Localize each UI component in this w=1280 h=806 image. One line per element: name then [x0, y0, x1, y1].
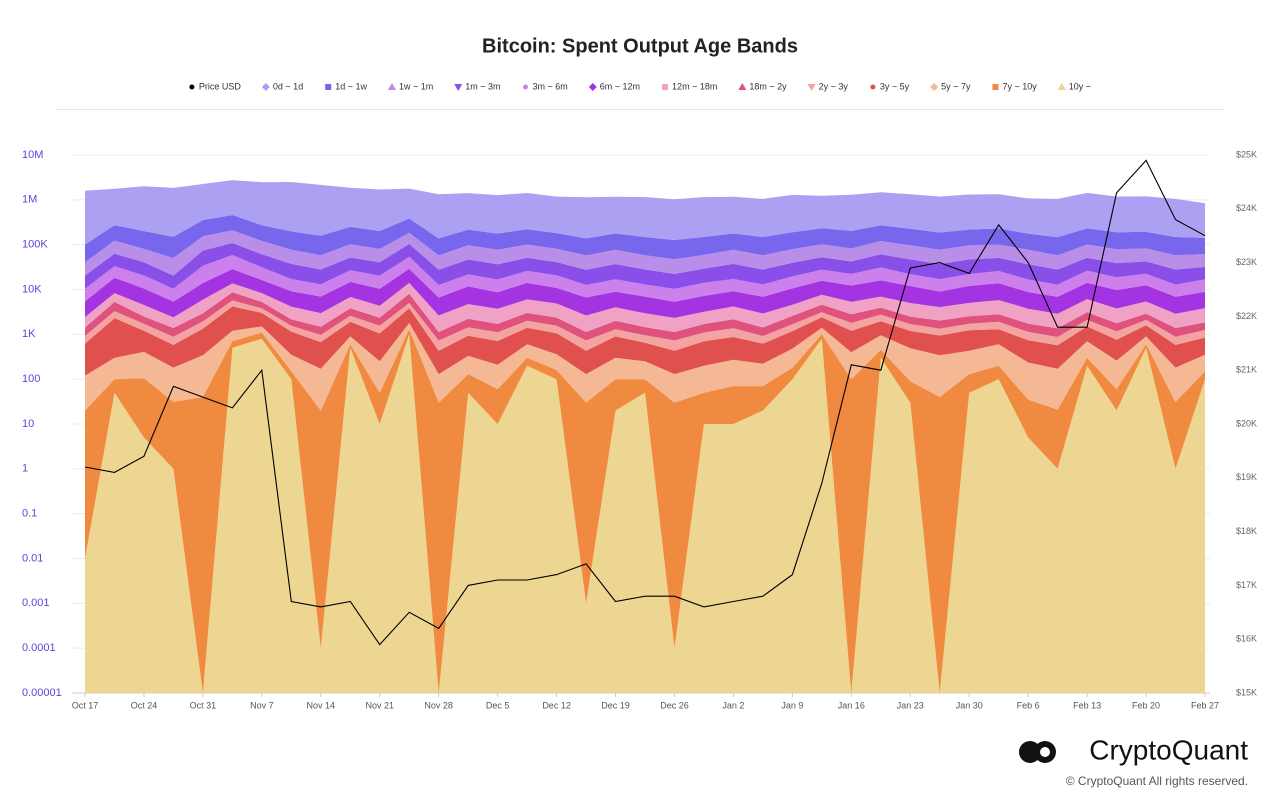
legend-label: 1m ~ 3m [465, 81, 500, 91]
y-tick-label: 0.00001 [22, 687, 62, 699]
legend-marker [189, 84, 195, 90]
legend-marker [588, 83, 597, 91]
area-band [85, 334, 1205, 693]
legend-marker [662, 84, 669, 90]
y2-tick-label: $18K [1236, 526, 1257, 536]
x-tick-label: Dec 5 [486, 700, 510, 710]
legend-marker [1057, 83, 1066, 90]
x-tick-label: Dec 12 [542, 700, 571, 710]
chart-title: Bitcoin: Spent Output Age Bands [482, 35, 798, 57]
legend-label: 3y ~ 5y [880, 81, 910, 91]
legend-label: 18m ~ 2y [749, 81, 787, 91]
x-tick-label: Nov 28 [424, 700, 453, 710]
x-tick-label: Oct 31 [190, 700, 217, 710]
x-tick-label: Feb 27 [1191, 700, 1219, 710]
legend-marker [523, 84, 529, 90]
legend-label: 6m ~ 12m [600, 81, 640, 91]
x-tick-label: Feb 13 [1073, 700, 1101, 710]
area-band [85, 282, 1205, 332]
y-tick-label: 100K [22, 239, 48, 251]
area-band [85, 306, 1205, 376]
y-tick-label: 1M [22, 194, 37, 206]
legend: Price USD 0d ~ 1d 1d ~ 1w 1w ~ 1m 1m ~ 3m 3m … [189, 81, 1091, 91]
x-tick-label: Jan 16 [838, 700, 865, 710]
areas [85, 180, 1205, 693]
legend-label: 10y ~ [1069, 81, 1091, 91]
legend-marker [930, 83, 939, 91]
y2-tick-label: $23K [1236, 257, 1257, 267]
y-tick-label: 10 [22, 418, 34, 430]
legend-marker [807, 84, 816, 91]
legend-label: 2y ~ 3y [819, 81, 849, 91]
area-band [85, 243, 1205, 289]
area-band [85, 268, 1205, 318]
y-tick-label: 100 [22, 373, 40, 385]
x-tick-label: Dec 19 [601, 700, 630, 710]
x-tick-label: Jan 2 [722, 700, 744, 710]
legend-marker [261, 83, 270, 91]
y2-tick-label: $20K [1236, 418, 1257, 428]
copyright: © CryptoQuant All rights reserved. [1066, 774, 1248, 788]
x-tick-label: Dec 26 [660, 700, 689, 710]
legend-label: 1w ~ 1m [399, 81, 433, 91]
y2-tick-label: $22K [1236, 311, 1257, 321]
area-band [85, 300, 1205, 351]
y-tick-label: 0.1 [22, 508, 37, 520]
y2-tick-label: $16K [1236, 634, 1257, 644]
legend-label: 5y ~ 7y [941, 81, 971, 91]
y2-tick-label: $25K [1236, 149, 1257, 159]
legend-marker [992, 84, 999, 90]
y-tick-label: 0.001 [22, 597, 50, 609]
x-tick-label: Nov 14 [307, 700, 336, 710]
y-tick-label: 0.0001 [22, 642, 56, 654]
legend-marker [454, 84, 463, 91]
y-tick-label: 0.01 [22, 552, 43, 564]
x-tick-label: Feb 20 [1132, 700, 1160, 710]
legend-marker [738, 83, 747, 90]
price-line [84, 159, 1206, 646]
x-tick-label: Jan 9 [781, 700, 803, 710]
y-tick-label: 1K [22, 328, 36, 340]
area-band [85, 292, 1205, 341]
area-band [85, 255, 1205, 302]
x-tick-label: Nov 21 [365, 700, 394, 710]
legend-label: 1d ~ 1w [335, 81, 367, 91]
logo-mark [1019, 741, 1056, 763]
area-band [85, 180, 1205, 245]
x-tick-label: Jan 30 [956, 700, 983, 710]
legend-marker [387, 83, 396, 90]
legend-marker [870, 84, 876, 90]
area-band [85, 215, 1205, 263]
x-tick-label: Oct 24 [131, 700, 158, 710]
y-tick-label: 1 [22, 463, 28, 475]
y2-tick-label: $17K [1236, 580, 1257, 590]
area-band [85, 322, 1205, 411]
x-tick-label: Feb 6 [1017, 700, 1040, 710]
y2-tick-label: $21K [1236, 365, 1257, 375]
y2-tick-label: $19K [1236, 472, 1257, 482]
legend-label: Price USD [199, 81, 242, 91]
legend-label: 7y ~ 10y [1002, 81, 1037, 91]
y-tick-label: 10M [22, 149, 43, 161]
legend-marker [325, 84, 332, 90]
x-tick-label: Oct 17 [72, 700, 99, 710]
y2-tick-label: $15K [1236, 687, 1257, 697]
area-band [85, 329, 1205, 693]
legend-label: 12m ~ 18m [672, 81, 717, 91]
y2-tick-label: $24K [1236, 203, 1257, 213]
legend-label: 0d ~ 1d [273, 81, 303, 91]
x-tick-label: Jan 23 [897, 700, 924, 710]
x-tick-label: Nov 7 [250, 700, 274, 710]
y-tick-label: 10K [22, 283, 42, 295]
legend-label: 3m ~ 6m [533, 81, 568, 91]
logo-text: CryptoQuant [1089, 734, 1248, 765]
